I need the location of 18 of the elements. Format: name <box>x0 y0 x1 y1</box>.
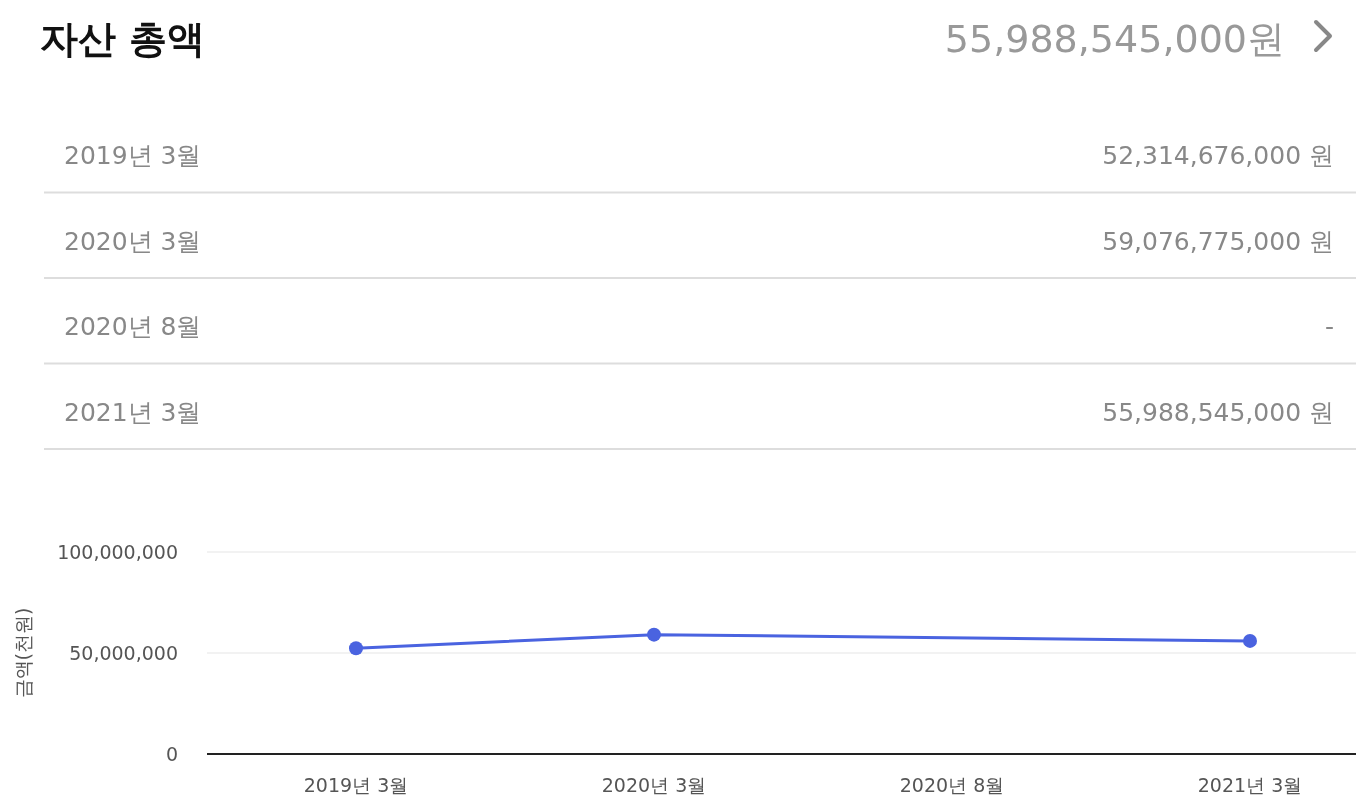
y-axis-title: 금액(천원) <box>12 607 34 699</box>
x-tick-label: 2020년 8월 <box>899 774 1005 796</box>
table-category: 2020년 3월 <box>64 226 202 256</box>
value-label: - <box>1324 312 1334 341</box>
y-tick-label: 50,000,000 <box>69 642 178 664</box>
value-label: 55,988,545,000 원 <box>1102 397 1334 427</box>
y-tick-label: 0 <box>165 743 178 765</box>
value-label: 52,314,676,000 원 <box>1102 141 1334 170</box>
x-tick-label: 2020년 3월 <box>601 774 707 796</box>
value-label: 59,076,775,000 원 <box>1102 226 1334 256</box>
table-category: 2019년 3월 <box>64 141 202 170</box>
table-category: 2021년 3월 <box>64 397 202 427</box>
subtitle: 55,988,545,000원 <box>944 17 1285 61</box>
table-category: 2020년 8월 <box>64 312 202 341</box>
x-tick-label: 2019년 3월 <box>303 774 409 796</box>
title: 자산 총액 <box>40 17 206 61</box>
x-tick-label: 2021년 3월 <box>1197 774 1303 796</box>
y-tick-label: 100,000,000 <box>57 541 178 563</box>
